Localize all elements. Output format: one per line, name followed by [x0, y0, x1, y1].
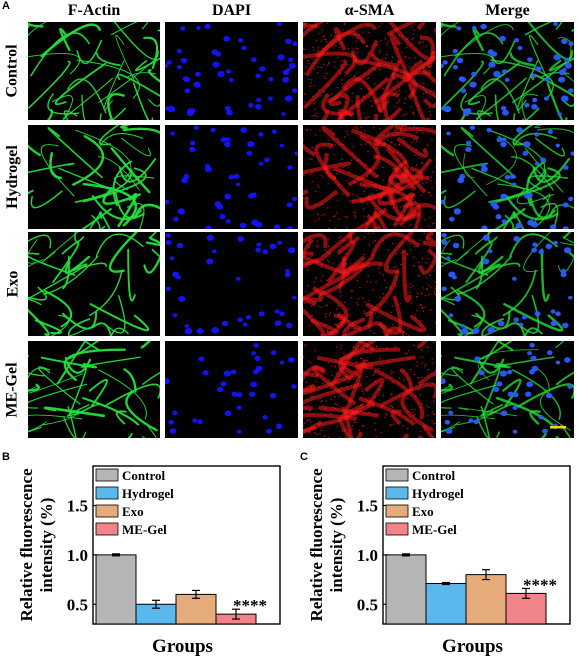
- bar-hydrogel: [425, 583, 467, 625]
- error-bar-control: [402, 553, 410, 557]
- x-axis-label: Groups: [152, 636, 213, 657]
- micrograph-hydrogel-merge: [441, 125, 574, 229]
- bar-control: [95, 554, 137, 625]
- micrograph-exo-dapi: [165, 232, 298, 336]
- legend-swatch-control: [95, 468, 119, 482]
- error-bar-hydrogel: [152, 599, 160, 609]
- micrograph-control-merge: [441, 22, 574, 120]
- y-tick-label: 1.0: [67, 546, 88, 565]
- y-tick-label: 0.5: [67, 595, 88, 614]
- row-label-hydrogel: Hydrogel: [4, 145, 22, 209]
- micrograph-control-asma: [303, 22, 436, 120]
- column-header-asma: α-SMA: [344, 2, 395, 19]
- y-tick-label: 1.5: [67, 497, 88, 516]
- error-bar-me-gel: [522, 587, 530, 599]
- legend-swatch-me-gel: [95, 522, 119, 536]
- y-tick-label: 1.5: [357, 497, 378, 516]
- bar-chart-b: 0.5 1.0 1.5 **** Control Hydrogel Exo ME-Gel Gro…: [0, 458, 288, 660]
- bar-exo: [465, 574, 507, 625]
- column-header-factin: F-Actin: [67, 2, 121, 19]
- y-tick-label: 0.5: [357, 595, 378, 614]
- micrograph-exo-asma: [303, 232, 436, 336]
- x-axis-label: Groups: [442, 636, 503, 657]
- panel-letter-c: C: [300, 451, 308, 463]
- legend-label-control: Control: [412, 468, 455, 483]
- legend-label-me-gel: ME-Gel: [122, 522, 167, 537]
- error-bar-me-gel: [232, 608, 240, 620]
- legend-label-hydrogel: Hydrogel: [412, 486, 464, 501]
- row-label-control: Control: [4, 44, 22, 98]
- bar-control: [385, 554, 427, 625]
- micrograph-me-gel-factin: [28, 341, 160, 438]
- micrograph-me-gel-merge: [441, 341, 574, 438]
- panel-letter-b: B: [2, 451, 10, 463]
- error-bar-control: [112, 553, 120, 557]
- micrograph-control-dapi: [165, 22, 298, 120]
- legend-label-me-gel: ME-Gel: [412, 522, 457, 537]
- legend-swatch-hydrogel: [385, 486, 409, 500]
- legend-swatch-hydrogel: [95, 486, 119, 500]
- error-bar-hydrogel: [442, 581, 450, 586]
- micrograph-me-gel-asma: [303, 341, 436, 438]
- legend-swatch-me-gel: [385, 522, 409, 536]
- significance-annotation: ****: [233, 596, 267, 615]
- legend-swatch-exo: [385, 504, 409, 518]
- bar-chart-c: 0.5 1.0 1.5 **** Control Hydrogel Exo ME-Gel Gro…: [290, 458, 578, 660]
- micrograph-exo-factin: [28, 232, 160, 336]
- significance-annotation: ****: [523, 575, 557, 594]
- legend-label-control: Control: [122, 468, 165, 483]
- legend-label-exo: Exo: [122, 504, 144, 519]
- column-header-merge: Merge: [485, 2, 530, 19]
- micrograph-exo-merge: [441, 232, 574, 336]
- error-bar-exo: [192, 589, 200, 599]
- y-tick-label: 1.0: [357, 546, 378, 565]
- error-bar-exo: [482, 569, 490, 581]
- y-axis-label: intensity (%): [37, 498, 56, 593]
- micrograph-hydrogel-asma: [303, 125, 436, 229]
- micrograph-me-gel-dapi: [165, 341, 298, 438]
- row-label-exo: Exo: [4, 270, 22, 298]
- panel-letter-a: A: [2, 0, 10, 12]
- micrograph-control-factin: [28, 22, 160, 120]
- micrograph-hydrogel-factin: [28, 125, 160, 229]
- legend-swatch-control: [385, 468, 409, 482]
- y-axis-label: Relative fluorescence: [307, 468, 326, 622]
- micrograph-hydrogel-dapi: [165, 125, 298, 229]
- legend-swatch-exo: [95, 504, 119, 518]
- legend-label-exo: Exo: [412, 504, 434, 519]
- y-axis-label: intensity (%): [327, 498, 346, 593]
- column-header-dapi: DAPI: [211, 2, 252, 19]
- legend-label-hydrogel: Hydrogel: [122, 486, 174, 501]
- bar-exo: [175, 593, 217, 625]
- row-label-me-gel: ME-Gel: [4, 361, 21, 418]
- y-axis-label: Relative fluorescence: [17, 468, 36, 622]
